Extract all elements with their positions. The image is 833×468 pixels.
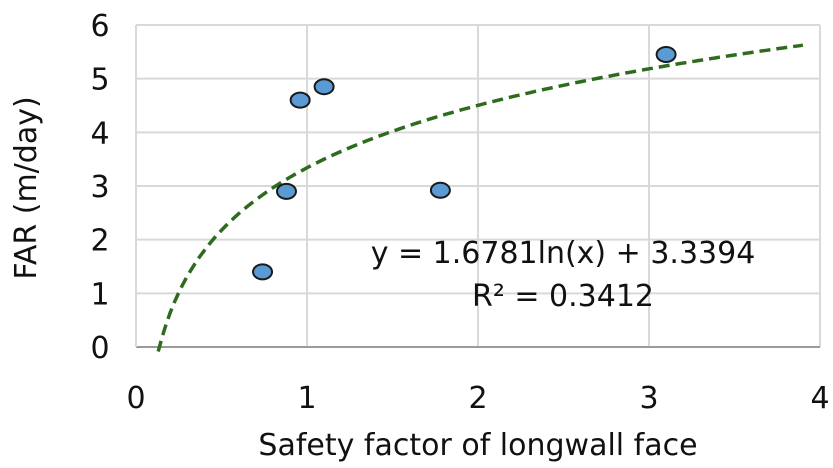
x-tick-labels: 0 1 2 3 4 [126, 381, 829, 416]
x-tick-label: 2 [468, 381, 487, 416]
x-tick-label: 4 [810, 381, 829, 416]
y-tick-label: 4 [90, 116, 109, 151]
y-tick-label: 0 [90, 331, 109, 366]
data-point [275, 182, 297, 200]
data-point [289, 91, 311, 109]
y-tick-label: 2 [90, 224, 109, 259]
data-point [429, 181, 451, 199]
y-tick-label: 6 [90, 9, 109, 44]
trendline [156, 43, 804, 352]
y-axis-label: FAR (m/day) [9, 96, 44, 279]
x-axis-label: Safety factor of longwall face [258, 428, 697, 463]
data-point [313, 78, 335, 96]
trendline-equation: y = 1.6781ln(x) + 3.3394 [371, 236, 756, 271]
x-tick-label: 0 [126, 381, 145, 416]
data-points [252, 46, 677, 281]
data-point [655, 46, 677, 64]
r-squared-label: R² = 0.3412 [472, 279, 654, 314]
trendline-layer [156, 43, 804, 352]
y-tick-label: 1 [90, 277, 109, 312]
y-tick-label: 3 [90, 170, 109, 205]
data-point [252, 263, 274, 281]
x-tick-label: 3 [639, 381, 658, 416]
y-tick-labels: 0 1 2 3 4 5 6 [90, 9, 109, 366]
x-tick-label: 1 [297, 381, 316, 416]
grid [135, 24, 821, 348]
y-tick-label: 5 [90, 63, 109, 98]
